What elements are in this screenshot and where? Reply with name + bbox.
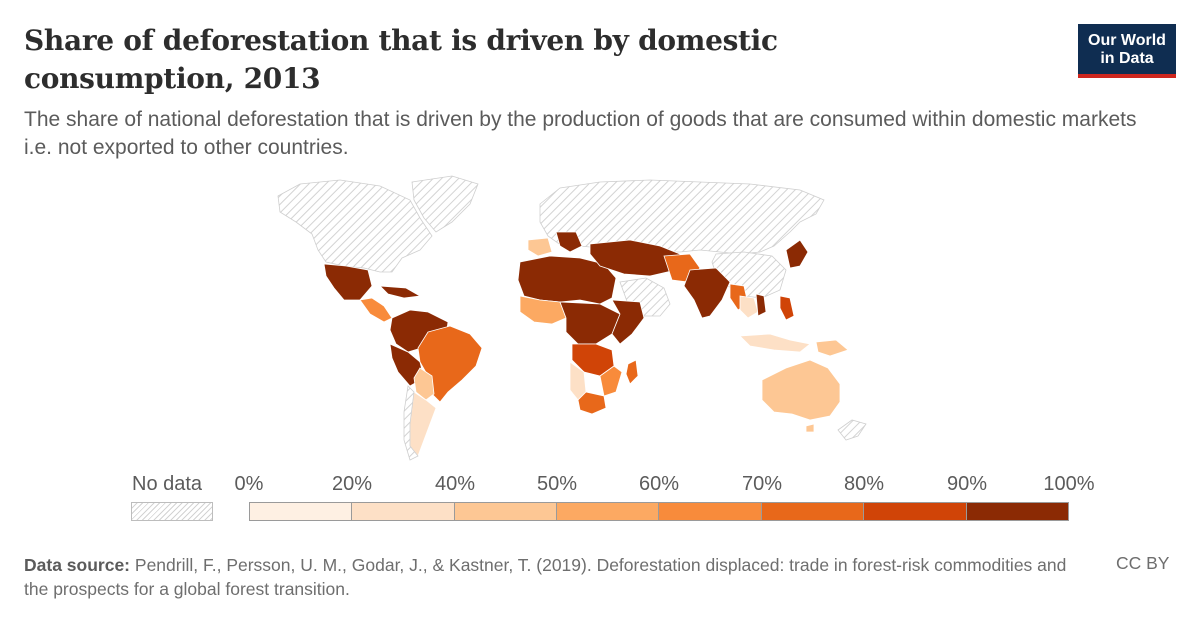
- legend-tick-label: 50%: [536, 473, 578, 495]
- region-indonesia: [739, 333, 811, 353]
- legend-bin-80-90[interactable]: [864, 502, 967, 521]
- region-caribbean: [378, 285, 422, 299]
- region-argentina: [409, 391, 437, 457]
- region-north-asia-europe: [539, 179, 825, 255]
- legend-tick-label: 20%: [331, 473, 373, 495]
- region-mexico: [323, 263, 373, 301]
- legend-tick-label: 80%: [843, 473, 885, 495]
- region-north-america-north: [277, 179, 433, 273]
- region-tasmania: [805, 423, 815, 433]
- region-central-africa: [559, 301, 621, 345]
- region-chile: [403, 385, 419, 461]
- data-source: Data source: Pendrill, F., Persson, U. M…: [24, 553, 1094, 601]
- region-india: [683, 267, 731, 319]
- region-south-africa: [577, 391, 607, 415]
- legend-tick-label: 70%: [741, 473, 783, 495]
- data-source-label: Data source:: [24, 555, 131, 575]
- region-italy-balkans: [555, 231, 583, 253]
- chart-title: Share of deforestation that is driven by…: [24, 24, 778, 95]
- color-legend: No data 0% 20% 40% 50% 60% 70% 80% 90% 1…: [0, 465, 1200, 535]
- region-turkey-middle-east: [589, 239, 681, 277]
- legend-bin-90-100[interactable]: [967, 502, 1069, 521]
- legend-bin-20-40[interactable]: [352, 502, 455, 521]
- region-central-america: [359, 297, 393, 323]
- legend-tick-label: 100%: [1043, 473, 1095, 495]
- legend-bin-40-50[interactable]: [455, 502, 557, 521]
- region-west-africa: [519, 295, 567, 325]
- region-east-africa: [611, 299, 645, 345]
- region-antarctic-islands: [837, 419, 867, 441]
- region-japan-korea: [785, 239, 809, 269]
- region-philippines: [779, 295, 795, 321]
- logo-line-2: in Data: [1100, 50, 1154, 67]
- region-greenland: [411, 175, 479, 233]
- legend-no-data-label: No data: [132, 473, 203, 495]
- data-source-text: Pendrill, F., Persson, U. M., Godar, J.,…: [24, 555, 1067, 599]
- chart-subtitle: The share of national deforestation that…: [24, 108, 1137, 159]
- license-link[interactable]: CC BY: [1116, 553, 1170, 573]
- owid-logo[interactable]: Our World in Data: [1078, 24, 1176, 78]
- legend-tick-label: 40%: [434, 473, 476, 495]
- legend-bin-60-70[interactable]: [659, 502, 762, 521]
- legend-tick-label: 60%: [638, 473, 680, 495]
- logo-line-1: Our World: [1088, 32, 1166, 49]
- legend-bin-0-20[interactable]: [249, 502, 352, 521]
- region-madagascar: [625, 359, 639, 385]
- legend-bin-50-60[interactable]: [557, 502, 659, 521]
- legend-tick-label: 90%: [946, 473, 988, 495]
- region-australia: [761, 359, 841, 421]
- region-mozambique: [599, 365, 623, 397]
- region-thailand-cambodia: [739, 295, 759, 319]
- world-map: [277, 175, 867, 461]
- legend-no-data-swatch[interactable]: [131, 502, 213, 521]
- region-papua: [815, 339, 849, 357]
- legend-tick-label: 0%: [234, 473, 264, 495]
- region-vietnam: [755, 293, 767, 317]
- region-brazil: [417, 325, 483, 403]
- legend-bin-70-80[interactable]: [762, 502, 864, 521]
- region-spain: [527, 237, 553, 257]
